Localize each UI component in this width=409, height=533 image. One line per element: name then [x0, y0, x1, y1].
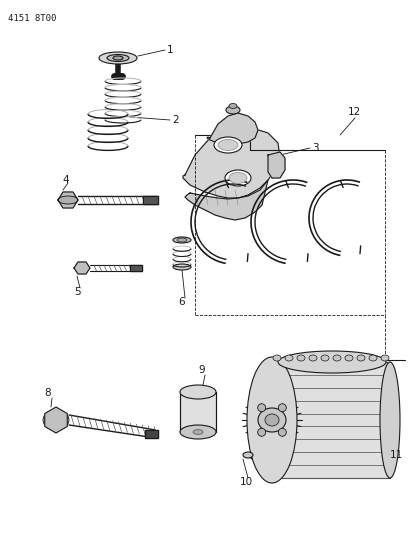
Ellipse shape	[173, 264, 191, 270]
Ellipse shape	[229, 103, 236, 109]
Ellipse shape	[213, 137, 241, 153]
Text: 4: 4	[62, 175, 68, 185]
Ellipse shape	[180, 425, 216, 439]
Polygon shape	[143, 196, 157, 204]
Text: 5: 5	[74, 287, 81, 297]
Circle shape	[257, 429, 265, 437]
Text: 10: 10	[239, 477, 252, 487]
Circle shape	[278, 403, 285, 411]
Ellipse shape	[193, 430, 202, 434]
Text: 1: 1	[166, 45, 173, 55]
Polygon shape	[145, 430, 157, 438]
Ellipse shape	[368, 355, 376, 361]
Ellipse shape	[225, 170, 250, 186]
Text: 6: 6	[178, 297, 184, 307]
Ellipse shape	[308, 355, 316, 361]
Polygon shape	[58, 192, 78, 208]
Ellipse shape	[356, 355, 364, 361]
Ellipse shape	[264, 414, 278, 426]
Polygon shape	[207, 113, 257, 145]
Ellipse shape	[344, 355, 352, 361]
Ellipse shape	[284, 355, 292, 361]
Ellipse shape	[243, 452, 252, 458]
Text: 4151 8T00: 4151 8T00	[8, 14, 56, 23]
Ellipse shape	[332, 355, 340, 361]
Ellipse shape	[320, 355, 328, 361]
Ellipse shape	[246, 357, 296, 483]
Ellipse shape	[173, 237, 191, 243]
Ellipse shape	[218, 140, 237, 150]
Text: 9: 9	[198, 365, 204, 375]
Polygon shape	[184, 180, 267, 220]
Polygon shape	[130, 265, 142, 271]
Polygon shape	[267, 152, 284, 178]
Text: 3: 3	[311, 143, 318, 153]
FancyBboxPatch shape	[180, 392, 216, 432]
Text: 2: 2	[172, 115, 178, 125]
Ellipse shape	[225, 106, 239, 114]
Ellipse shape	[99, 52, 137, 64]
Polygon shape	[182, 128, 279, 198]
Ellipse shape	[277, 351, 385, 373]
FancyBboxPatch shape	[271, 362, 389, 478]
Ellipse shape	[229, 173, 246, 183]
Ellipse shape	[272, 355, 280, 361]
Text: 7: 7	[229, 107, 236, 117]
Text: 12: 12	[347, 107, 360, 117]
Ellipse shape	[107, 54, 129, 61]
Ellipse shape	[113, 56, 123, 60]
Ellipse shape	[177, 238, 187, 242]
Ellipse shape	[43, 410, 69, 430]
Circle shape	[257, 403, 265, 411]
Text: 11: 11	[389, 450, 402, 460]
Ellipse shape	[379, 362, 399, 478]
Ellipse shape	[180, 385, 216, 399]
Circle shape	[278, 429, 285, 437]
Text: 8: 8	[44, 388, 50, 398]
Ellipse shape	[296, 355, 304, 361]
Ellipse shape	[380, 355, 388, 361]
Polygon shape	[74, 262, 90, 274]
Ellipse shape	[58, 196, 78, 204]
Ellipse shape	[257, 408, 285, 432]
